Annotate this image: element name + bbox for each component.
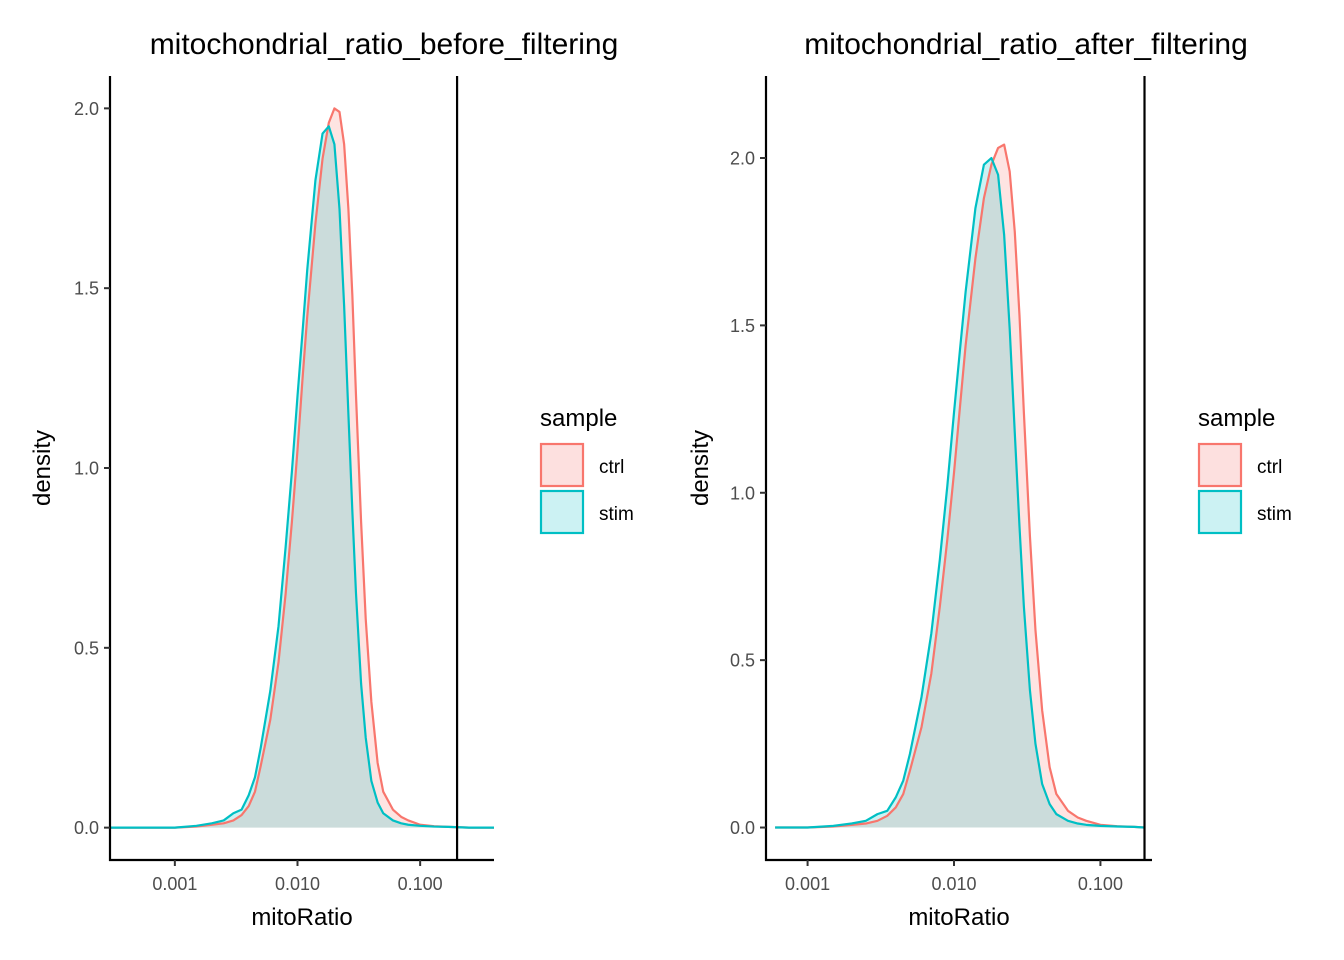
y-tick-label: 2.0 (74, 99, 99, 119)
x-tick-label: 0.010 (275, 874, 320, 894)
x-tick-label: 0.001 (785, 874, 830, 894)
legend-key-ctrl (539, 442, 585, 488)
y-tick-label: 1.5 (730, 316, 755, 336)
x-tick-label: 0.010 (931, 874, 976, 894)
legend-title: sample (1198, 405, 1275, 432)
y-tick-label: 1.0 (730, 483, 755, 503)
legend: sample ctrl stim (539, 405, 634, 535)
legend-key-ctrl (1197, 442, 1243, 488)
legend-label: stim (1257, 504, 1292, 525)
y-tick-label: 1.5 (74, 279, 99, 299)
chart-panel-1: mitochondrial_ratio_before_filtering0.00… (29, 28, 634, 931)
x-axis-title: mitoRatio (908, 904, 1009, 931)
y-tick-label: 0.5 (74, 638, 99, 658)
series-area-ctrl (775, 144, 1145, 828)
x-tick-label: 0.001 (152, 874, 197, 894)
legend-label: ctrl (1257, 457, 1282, 478)
legend-title: sample (540, 405, 617, 432)
x-tick-label: 0.100 (398, 874, 443, 894)
series-area-ctrl (110, 108, 494, 828)
legend: sample ctrl stim (1197, 405, 1292, 535)
x-tick-label: 0.100 (1078, 874, 1123, 894)
y-tick-label: 2.0 (730, 149, 755, 169)
chart-panel-2: mitochondrial_ratio_after_filtering 0.0 0.… (687, 28, 1292, 931)
chart-title: mitochondrial_ratio_after_filtering (804, 28, 1248, 61)
y-tick-label: 0.0 (730, 818, 755, 838)
series-line-stim (775, 156, 1145, 829)
series-line-stim (110, 125, 494, 829)
y-tick-label: 0.5 (730, 651, 755, 671)
y-axis-title: density (29, 430, 56, 506)
legend-label: stim (599, 504, 634, 525)
chart-title: mitochondrial_ratio_before_filtering (150, 28, 619, 61)
x-axis-title: mitoRatio (251, 904, 352, 931)
y-axis-title: density (687, 430, 714, 506)
y-tick-label: 0.0 (74, 818, 99, 838)
series-area-stim (110, 126, 494, 828)
legend-label: ctrl (599, 457, 624, 478)
y-tick-label: 1.0 (74, 459, 99, 479)
legend-key-stim (539, 489, 585, 535)
series-line-ctrl (775, 143, 1145, 829)
legend-key-stim (1197, 489, 1243, 535)
series-line-ctrl (110, 107, 494, 829)
series-area-stim (775, 158, 1145, 828)
